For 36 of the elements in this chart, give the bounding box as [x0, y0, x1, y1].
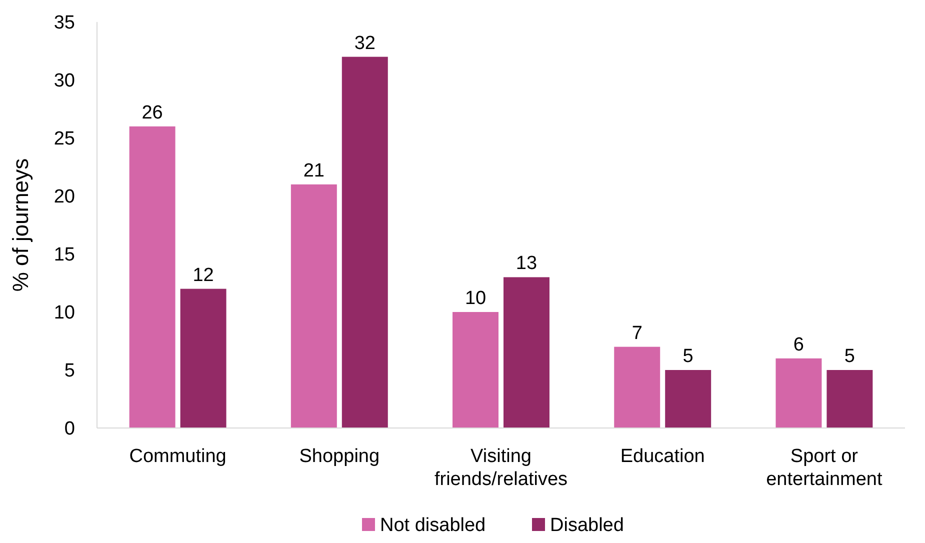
- bar: [665, 370, 712, 428]
- bar: [614, 346, 660, 428]
- bar: [129, 126, 176, 428]
- y-tick-label: 35: [54, 12, 75, 34]
- y-axis-title: % of journeys: [8, 158, 33, 292]
- y-tick-label: 30: [54, 70, 75, 92]
- data-label: 7: [632, 322, 642, 344]
- bar: [826, 370, 873, 428]
- data-label: 13: [516, 253, 538, 274]
- bar: [290, 184, 337, 428]
- x-tick-label: Sport or entertainment: [766, 446, 884, 490]
- y-tick-label: 5: [64, 360, 75, 382]
- data-label: 10: [464, 288, 486, 309]
- data-label: 32: [354, 32, 376, 54]
- data-label: 5: [844, 346, 855, 367]
- y-tick-label: 25: [54, 128, 75, 150]
- bar: [776, 358, 822, 428]
- y-tick-label: 0: [64, 418, 75, 440]
- bar: [180, 288, 226, 428]
- y-tick-label: 10: [54, 302, 75, 324]
- y-tick-label: 15: [54, 244, 75, 266]
- bar: [504, 277, 550, 428]
- data-label: 26: [142, 102, 163, 124]
- bar: [342, 56, 388, 428]
- legend-label: Not disabled: [380, 515, 486, 536]
- data-label: 6: [793, 334, 804, 356]
- y-tick-label: 20: [54, 186, 75, 208]
- x-tick-label: Shopping: [299, 446, 380, 467]
- x-tick-label: Commuting: [129, 446, 226, 467]
- data-label: 21: [303, 160, 324, 182]
- data-label: 5: [682, 346, 694, 367]
- x-tick-label: Visiting friends/relatives: [434, 446, 568, 490]
- legend-label: Disabled: [550, 515, 624, 536]
- x-tick-label: Education: [620, 446, 705, 467]
- bar: [452, 312, 498, 428]
- data-label: 12: [192, 264, 214, 286]
